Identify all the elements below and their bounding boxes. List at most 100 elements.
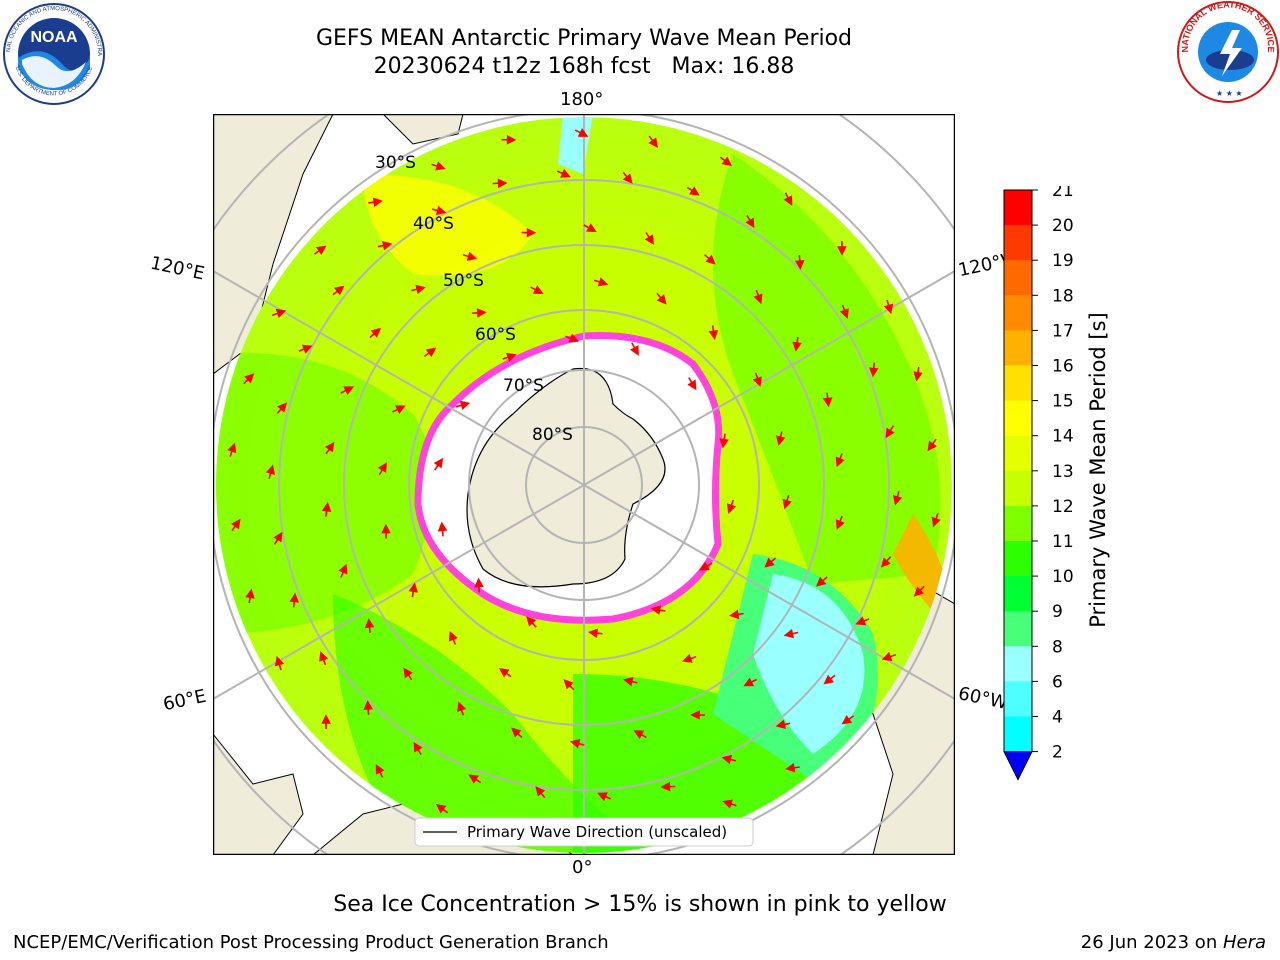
wave-arrow-head <box>275 308 287 319</box>
colorbar-swatch <box>1004 225 1032 261</box>
colorbar-tick-label: 13 <box>1052 462 1074 482</box>
wave-arrow-head <box>433 457 444 469</box>
svg-text:★ ★ ★: ★ ★ ★ <box>1216 89 1243 98</box>
colorbar-extend-min <box>1003 751 1033 781</box>
wave-arrow-head <box>855 616 867 626</box>
wave-arrow-head <box>511 727 522 738</box>
wave-arrow-head <box>408 582 418 593</box>
footer-host: Hera <box>1222 932 1266 953</box>
wave-arrow-head <box>745 217 755 229</box>
lat-label-30s: 30°S <box>375 153 416 173</box>
wave-arrow-head <box>506 352 517 362</box>
wave-arrow-head <box>690 710 700 720</box>
wave-arrow-head <box>752 376 762 387</box>
wave-arrow-head <box>841 714 853 725</box>
wave-arrow-head <box>274 655 285 667</box>
wave-arrow-head <box>415 284 426 295</box>
wave-arrow-head <box>321 501 332 513</box>
wave-arrow-head <box>381 523 391 534</box>
colorbar-tick-label: 14 <box>1052 427 1074 447</box>
wave-arrow-head <box>403 667 413 679</box>
wave-arrow-head <box>783 628 795 639</box>
wave-arrow-head <box>719 438 729 449</box>
colorbar-tick-label: 18 <box>1052 286 1074 306</box>
noaa-logo-icon: NOAA NATIONAL OCEANIC AND ATMOSPHERIC AD… <box>2 2 105 105</box>
land-antarctica <box>466 367 666 588</box>
colorbar-tick-label: 20 <box>1052 216 1074 236</box>
wave-arrow-head <box>794 260 805 270</box>
colorbar-swatch <box>1004 295 1032 331</box>
wave-arrow-head <box>835 519 845 530</box>
wave-arrow-head <box>705 254 716 265</box>
graticule <box>213 114 955 855</box>
wave-arrow-head <box>587 628 599 638</box>
wave-arrow-head <box>815 576 827 587</box>
wave-arrow-head <box>776 435 786 446</box>
wave-arrow-head <box>382 241 393 251</box>
wave-arrow-head <box>526 616 537 627</box>
colorbar-swatch <box>1004 365 1032 402</box>
wave-arrow-head <box>370 327 382 338</box>
land-australia-corner <box>213 114 334 375</box>
wave-arrow-head <box>364 618 375 629</box>
wave-arrow-head <box>622 173 633 184</box>
wave-arrow-head <box>835 456 845 468</box>
colorbar-swatch <box>1004 611 1032 647</box>
lat-label-60s: 60°S <box>475 325 516 345</box>
colorbar-swatch <box>1004 681 1032 717</box>
wave-arrow-head <box>506 134 517 145</box>
lon-label-180: 180° <box>560 89 604 110</box>
nws-logo-icon: NATIONAL WEATHER SERVICE ★ ★ ★ <box>1177 0 1279 103</box>
wave-arrow-head <box>687 379 697 391</box>
wave-arrow-head <box>245 588 255 599</box>
wave-arrow-head <box>656 294 667 305</box>
wave-arrow-head <box>726 503 736 514</box>
wave-arrow-head <box>868 367 879 378</box>
wave-arrow-head <box>892 494 903 506</box>
wave-arrow-head <box>792 341 802 352</box>
wave-arrow-head <box>435 161 446 171</box>
colorbar-tick-label: 16 <box>1052 357 1074 377</box>
wave-arrow-head <box>880 557 891 568</box>
wave-arrow-head <box>597 277 609 287</box>
wave-arrow-head <box>435 205 447 216</box>
wave-arrow-head <box>660 781 671 792</box>
wave-arrow-head <box>783 195 793 206</box>
colorbar-swatch <box>1004 435 1032 472</box>
colorbar-swatch <box>1004 505 1032 542</box>
wave-arrow-head <box>476 308 487 318</box>
wave-arrow-head <box>413 741 423 753</box>
wave-arrow-head <box>586 223 597 233</box>
wave-arrow-head <box>722 799 733 809</box>
wave-arrow-head <box>324 441 335 453</box>
wave-arrow-head <box>273 531 283 543</box>
wave-arrow-head <box>782 498 792 510</box>
noaa-logo-text: NOAA <box>30 29 78 46</box>
colorbar-tick-label: 15 <box>1052 392 1074 412</box>
wave-arrow-head <box>885 427 895 439</box>
colorbar-tick-label: 11 <box>1052 532 1074 552</box>
wave-arrow-head <box>823 674 835 685</box>
wave-arrow-head <box>375 764 385 775</box>
lon-label-120e: 120°E <box>148 252 207 285</box>
wave-arrow-head <box>315 245 327 256</box>
wave-arrow-head <box>333 285 345 296</box>
colorbar-swatch <box>1004 190 1032 226</box>
wave-arrow-head <box>644 234 655 245</box>
wave-arrow-head <box>764 557 775 568</box>
lat-label-70s: 70°S <box>503 376 544 396</box>
wave-arrow-head <box>743 677 755 687</box>
wave-arrow-head <box>457 701 467 712</box>
wave-arrow-head <box>753 293 763 305</box>
chart-title: GEFS MEAN Antarctic Primary Wave Mean Pe… <box>315 26 853 51</box>
wave-arrow-head <box>699 561 710 571</box>
wave-arrow-head <box>650 605 662 615</box>
wave-arrow-head <box>321 714 331 724</box>
wave-arrow-head <box>535 786 546 797</box>
colorbar-tick-label: 2 <box>1052 743 1063 763</box>
wave-arrow-head <box>630 345 639 356</box>
wave-arrow-head <box>277 402 288 413</box>
wave-arrow-head <box>785 762 796 773</box>
wave-arrow-head <box>623 677 634 687</box>
chart-subtitle: 20230624 t12z 168h fcst Max: 16.88 <box>373 54 795 79</box>
